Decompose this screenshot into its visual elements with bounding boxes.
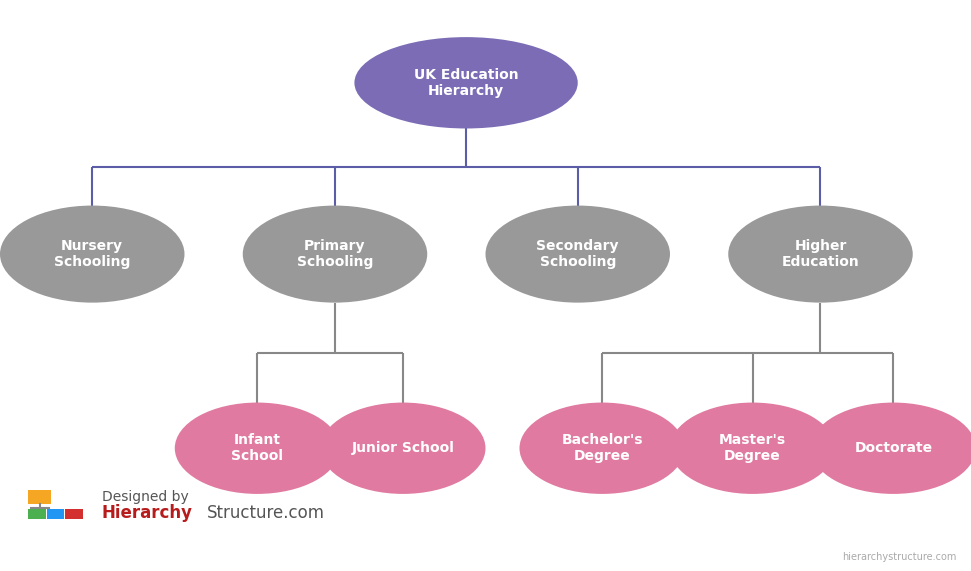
FancyBboxPatch shape xyxy=(47,509,64,519)
Ellipse shape xyxy=(486,206,670,303)
FancyBboxPatch shape xyxy=(28,490,51,504)
Text: Structure.com: Structure.com xyxy=(207,504,325,522)
Text: Hierarchy: Hierarchy xyxy=(102,504,193,522)
Ellipse shape xyxy=(320,403,486,494)
Text: Primary
Schooling: Primary Schooling xyxy=(297,239,373,269)
Text: Master's
Degree: Master's Degree xyxy=(719,433,787,463)
Ellipse shape xyxy=(728,206,913,303)
Text: hierarchystructure.com: hierarchystructure.com xyxy=(842,552,956,562)
Text: Higher
Education: Higher Education xyxy=(782,239,859,269)
FancyBboxPatch shape xyxy=(28,509,46,519)
Ellipse shape xyxy=(354,37,578,128)
FancyBboxPatch shape xyxy=(65,509,83,519)
Ellipse shape xyxy=(811,403,971,494)
Ellipse shape xyxy=(0,206,184,303)
Text: Designed by: Designed by xyxy=(102,490,188,504)
Ellipse shape xyxy=(175,403,340,494)
Ellipse shape xyxy=(519,403,685,494)
Text: Bachelor's
Degree: Bachelor's Degree xyxy=(561,433,643,463)
Text: UK Education
Hierarchy: UK Education Hierarchy xyxy=(414,68,519,98)
Text: Secondary
Schooling: Secondary Schooling xyxy=(537,239,619,269)
Ellipse shape xyxy=(670,403,835,494)
Ellipse shape xyxy=(243,206,427,303)
Text: Nursery
Schooling: Nursery Schooling xyxy=(54,239,130,269)
Text: Doctorate: Doctorate xyxy=(854,441,932,455)
Text: Junior School: Junior School xyxy=(352,441,454,455)
Text: Infant
School: Infant School xyxy=(231,433,284,463)
